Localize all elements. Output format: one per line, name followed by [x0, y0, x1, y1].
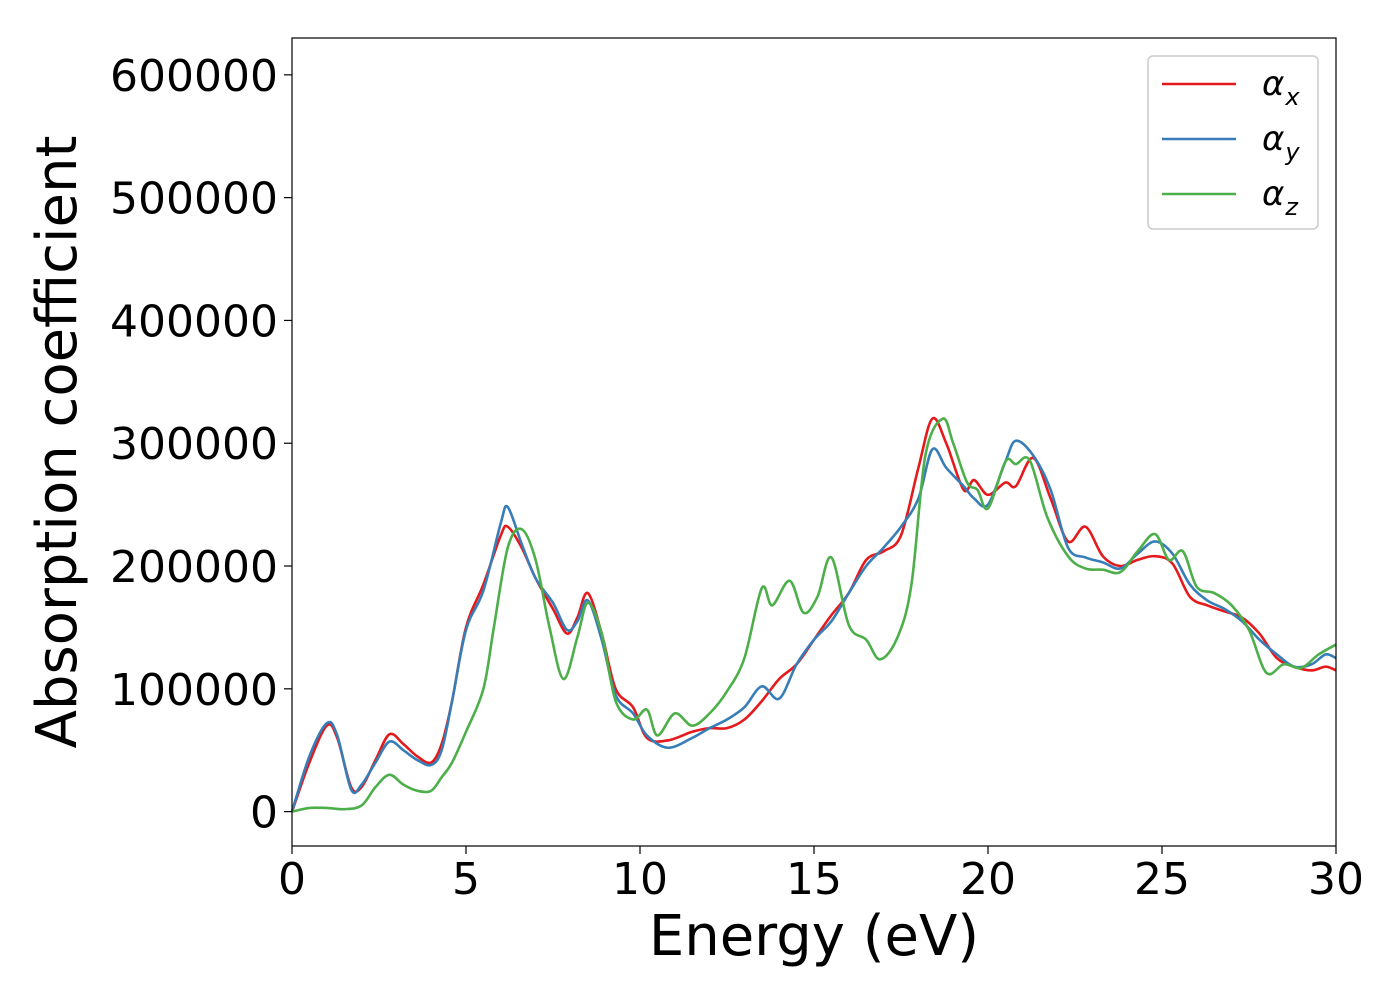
- x-tick-label: 0: [278, 854, 306, 905]
- legend-symbol: α: [1262, 119, 1284, 159]
- y-tick-label: 300000: [110, 419, 278, 470]
- y-tick-label: 200000: [110, 542, 278, 593]
- legend-subscript: x: [1284, 83, 1300, 111]
- x-tick-label: 20: [960, 854, 1016, 905]
- x-tick-label: 25: [1134, 854, 1190, 905]
- legend-symbol: α: [1262, 174, 1284, 214]
- x-tick-label: 10: [612, 854, 668, 905]
- legend-subscript: z: [1284, 193, 1299, 221]
- series-line-y: [290, 439, 1337, 813]
- series-layer: [290, 416, 1337, 813]
- legend-symbol: α: [1262, 64, 1284, 104]
- y-axis: 0 100000 200000 300000 400000 500000 600000: [110, 51, 292, 839]
- x-tick-label: 5: [452, 854, 480, 905]
- y-axis-label: Absorption coefficient: [25, 136, 90, 749]
- y-tick-label: 500000: [110, 174, 278, 225]
- y-tick-label: 100000: [110, 665, 278, 716]
- x-axis: 0 5 10 15 20 25 30: [278, 846, 1364, 905]
- legend-box: [1147, 55, 1319, 230]
- legend-label-x: αx: [1262, 64, 1300, 111]
- legend-subscript: y: [1284, 138, 1300, 166]
- series-line-x: [290, 416, 1337, 813]
- x-axis-label: Energy (eV): [649, 904, 979, 969]
- x-tick-label: 30: [1308, 854, 1364, 905]
- x-tick-label: 15: [786, 854, 842, 905]
- y-tick-label: 400000: [110, 296, 278, 347]
- legend-label-z: αz: [1262, 174, 1299, 221]
- legend-label-y: αy: [1262, 119, 1300, 166]
- series-line-z: [291, 417, 1337, 813]
- y-tick-label: 600000: [110, 51, 278, 102]
- y-tick-label: 0: [250, 788, 278, 839]
